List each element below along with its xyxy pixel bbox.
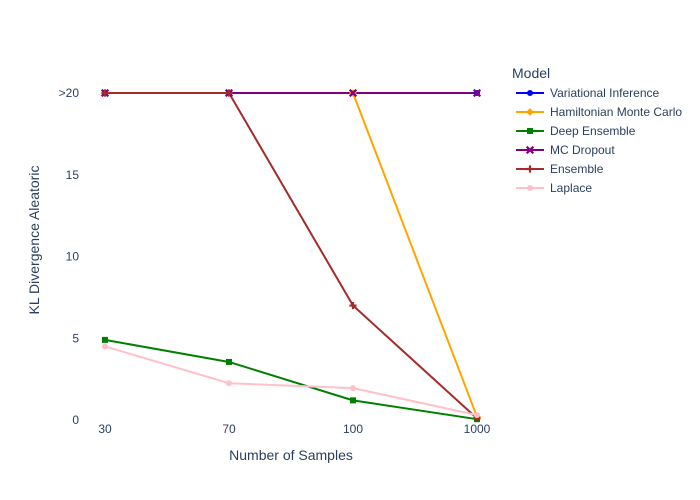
data-point-laplace <box>350 385 356 392</box>
legend-marker <box>525 145 535 155</box>
legend-marker <box>527 128 533 134</box>
x-tick-label: 70 <box>222 422 236 436</box>
y-tick-label: >20 <box>59 86 80 100</box>
y-tick-label: 10 <box>66 250 80 264</box>
series-line-laplace <box>104 345 478 417</box>
series-markers <box>100 88 482 423</box>
x-tick-label: 30 <box>98 422 112 436</box>
legend-title: Model <box>512 65 550 81</box>
legend-label: Variational Inference <box>550 86 660 100</box>
x-tick-label: 1000 <box>464 422 491 436</box>
legend-label: Deep Ensemble <box>550 124 636 138</box>
legend-marker <box>526 108 534 116</box>
legend: Variational Inference Hamiltonian Monte C… <box>516 86 682 195</box>
data-point-laplace <box>226 380 232 387</box>
data-point-laplace <box>102 343 108 350</box>
data-point-ensemble <box>225 89 233 97</box>
data-point-ensemble <box>349 301 357 310</box>
legend-marker <box>527 185 533 191</box>
legend-item-hamiltonian-monte-carlo[interactable]: Hamiltonian Monte Carlo <box>516 105 682 119</box>
y-axis-ticks: 0 5 10 15 >20 <box>59 86 80 427</box>
y-axis-title: KL Divergence Aleatoric <box>26 166 42 315</box>
y-tick-label: 15 <box>66 168 80 182</box>
data-point-deep-ensemble <box>102 336 108 343</box>
data-point-deep-ensemble <box>226 358 232 365</box>
data-point-mc-dropout <box>472 88 482 98</box>
legend-item-deep-ensemble[interactable]: Deep Ensemble <box>516 124 636 138</box>
y-tick-label: 0 <box>72 413 79 427</box>
legend-item-ensemble[interactable]: Ensemble <box>516 162 604 176</box>
data-point-ensemble <box>101 89 109 97</box>
data-point-mc-dropout <box>348 88 358 98</box>
series-lines <box>104 92 478 421</box>
legend-item-variational-inference[interactable]: Variational Inference <box>516 86 660 100</box>
x-axis-ticks: 30 70 100 1000 <box>98 422 490 436</box>
legend-marker <box>527 90 533 96</box>
series-line-deep-ensemble <box>104 338 478 421</box>
legend-label: Laplace <box>550 181 592 195</box>
legend-label: MC Dropout <box>550 143 615 157</box>
legend-item-laplace[interactable]: Laplace <box>516 181 592 195</box>
legend-item-mc-dropout[interactable]: MC Dropout <box>516 143 615 157</box>
x-tick-label: 100 <box>343 422 363 436</box>
data-point-laplace <box>474 412 480 419</box>
x-axis-title: Number of Samples <box>229 447 353 463</box>
legend-marker <box>526 165 534 173</box>
series-line-ensemble <box>105 92 478 420</box>
legend-label: Hamiltonian Monte Carlo <box>550 105 682 119</box>
legend-label: Ensemble <box>550 162 604 176</box>
y-tick-label: 5 <box>72 331 79 345</box>
data-point-deep-ensemble <box>350 397 356 404</box>
